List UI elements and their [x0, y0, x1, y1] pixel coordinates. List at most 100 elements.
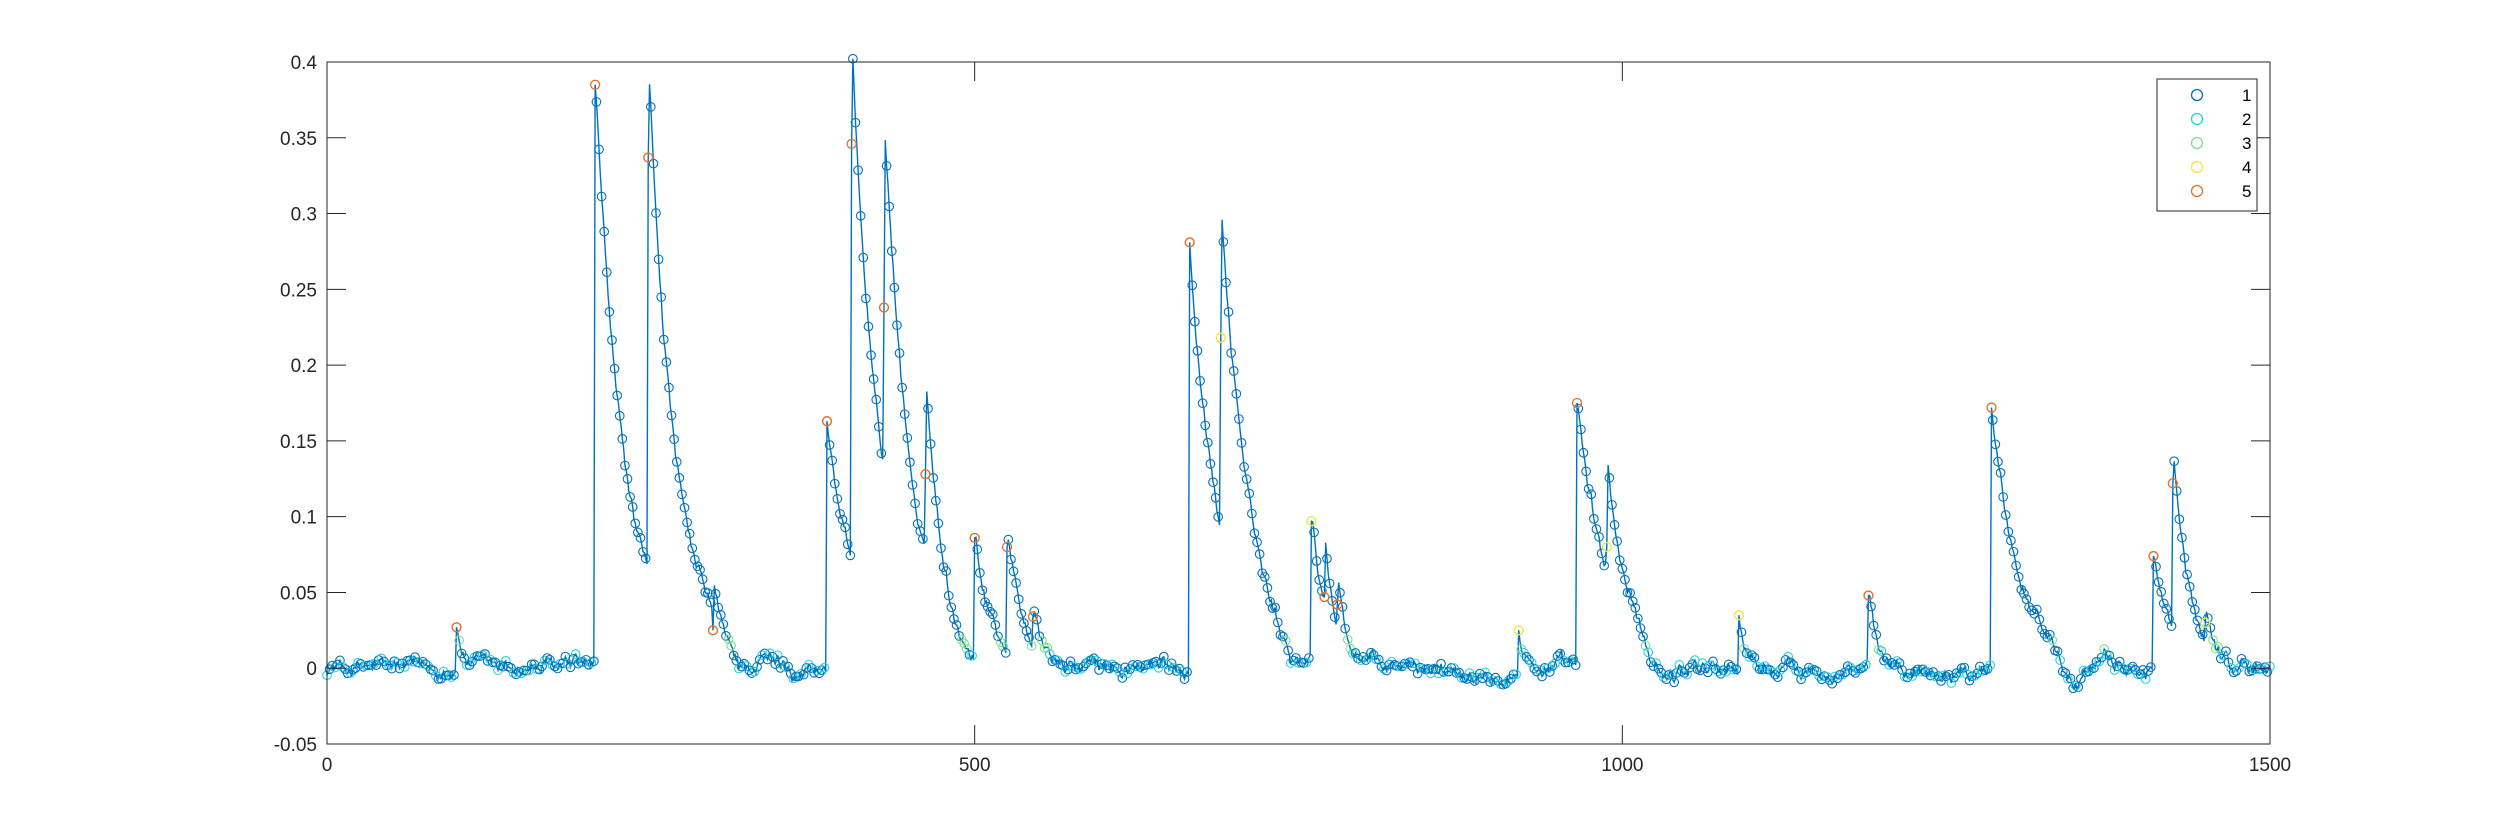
- data-point: [627, 502, 638, 512]
- data-point: [480, 649, 490, 659]
- data-point: [1604, 473, 1615, 483]
- data-point: [2215, 653, 2226, 664]
- data-point: [1638, 631, 1648, 642]
- data-point: [925, 439, 936, 449]
- data-point: [1096, 659, 1107, 669]
- peak-point: [451, 622, 462, 633]
- legend-marker: [2190, 160, 2204, 174]
- data-point: [933, 518, 944, 529]
- data-point: [2158, 598, 2169, 609]
- data-point: [1094, 665, 1104, 675]
- peak-point: [707, 625, 719, 636]
- data-point: [1477, 673, 1488, 684]
- data-point: [801, 663, 812, 673]
- peak-point: [1184, 237, 1195, 248]
- data-point: [1508, 669, 1519, 680]
- data-point: [456, 648, 467, 659]
- data-point: [917, 534, 928, 544]
- data-point: [1205, 459, 1216, 469]
- data-point: [1091, 655, 1102, 666]
- data-point: [410, 652, 420, 662]
- data-point: [1236, 437, 1247, 448]
- data-point: [1244, 488, 1255, 499]
- data-point: [1684, 662, 1695, 673]
- data-point: [1101, 660, 1112, 671]
- data-point: [1531, 666, 1542, 677]
- data-point: [604, 307, 615, 317]
- data-point: [762, 654, 773, 665]
- data-point: [1055, 659, 1066, 669]
- data-point: [664, 382, 674, 393]
- data-point: [967, 650, 977, 661]
- data-point: [845, 550, 856, 561]
- data-point: [1785, 657, 1796, 668]
- data-point: [1249, 528, 1260, 539]
- data-point: [1234, 414, 1244, 424]
- y-tick-label: 0.15: [280, 432, 317, 453]
- data-point: [923, 403, 933, 414]
- data-point: [1223, 307, 1234, 317]
- data-point: [687, 543, 698, 554]
- data-point: [876, 448, 887, 459]
- data-point: [682, 517, 692, 528]
- data-point: [524, 665, 534, 676]
- data-point: [2195, 624, 2205, 635]
- data-point: [1829, 671, 1840, 682]
- peak-point: [1306, 516, 1317, 527]
- data-point: [1858, 662, 1869, 672]
- data-point: [2019, 588, 2029, 599]
- data-point: [1006, 554, 1016, 565]
- data-point: [1866, 601, 1876, 612]
- data-point: [1749, 652, 1760, 663]
- data-point: [1871, 629, 1882, 640]
- data-point: [1487, 675, 1498, 685]
- data-point: [835, 508, 845, 519]
- data-point: [1876, 646, 1887, 656]
- data-point: [1892, 656, 1902, 666]
- data-point: [726, 640, 736, 651]
- data-point: [1822, 672, 1832, 682]
- data-point: [493, 665, 503, 675]
- data-point: [1021, 626, 1032, 636]
- data-point: [1544, 667, 1555, 677]
- data-point: [1280, 635, 1291, 646]
- data-point: [449, 670, 459, 680]
- data-point: [1190, 316, 1200, 327]
- data-point: [337, 661, 348, 672]
- data-point: [1065, 656, 1076, 667]
- data-point: [1917, 664, 1928, 675]
- data-point: [985, 606, 996, 617]
- data-point: [1998, 492, 2009, 502]
- data-point: [1153, 662, 1164, 673]
- data-point: [1954, 668, 1964, 678]
- data-point: [873, 421, 884, 432]
- data-point: [752, 661, 762, 672]
- data-point: [1633, 613, 1643, 624]
- data-point: [2171, 486, 2182, 496]
- data-point: [749, 666, 760, 677]
- peak-point: [1986, 402, 1997, 413]
- data-point: [2068, 683, 2078, 694]
- data-point: [936, 543, 946, 554]
- data-point: [1651, 658, 1661, 668]
- data-point: [1726, 661, 1736, 672]
- legend-marker: [2190, 88, 2204, 102]
- data-point: [1731, 664, 1742, 675]
- data-point: [633, 527, 643, 538]
- data-point: [1752, 661, 1762, 671]
- data-point: [899, 409, 910, 420]
- data-point: [1995, 467, 2006, 478]
- data-point: [648, 158, 659, 169]
- data-point: [1962, 669, 1972, 680]
- data-point: [2169, 456, 2179, 467]
- data-point: [1490, 672, 1501, 683]
- data-point: [2164, 614, 2174, 624]
- peak-point: [1027, 611, 1039, 622]
- data-point: [1247, 508, 1257, 519]
- data-point: [601, 267, 612, 278]
- data-point: [1107, 659, 1117, 670]
- data-point: [1555, 648, 1566, 659]
- data-point: [1635, 623, 1646, 633]
- data-point: [1208, 477, 1218, 488]
- data-point: [1630, 602, 1641, 613]
